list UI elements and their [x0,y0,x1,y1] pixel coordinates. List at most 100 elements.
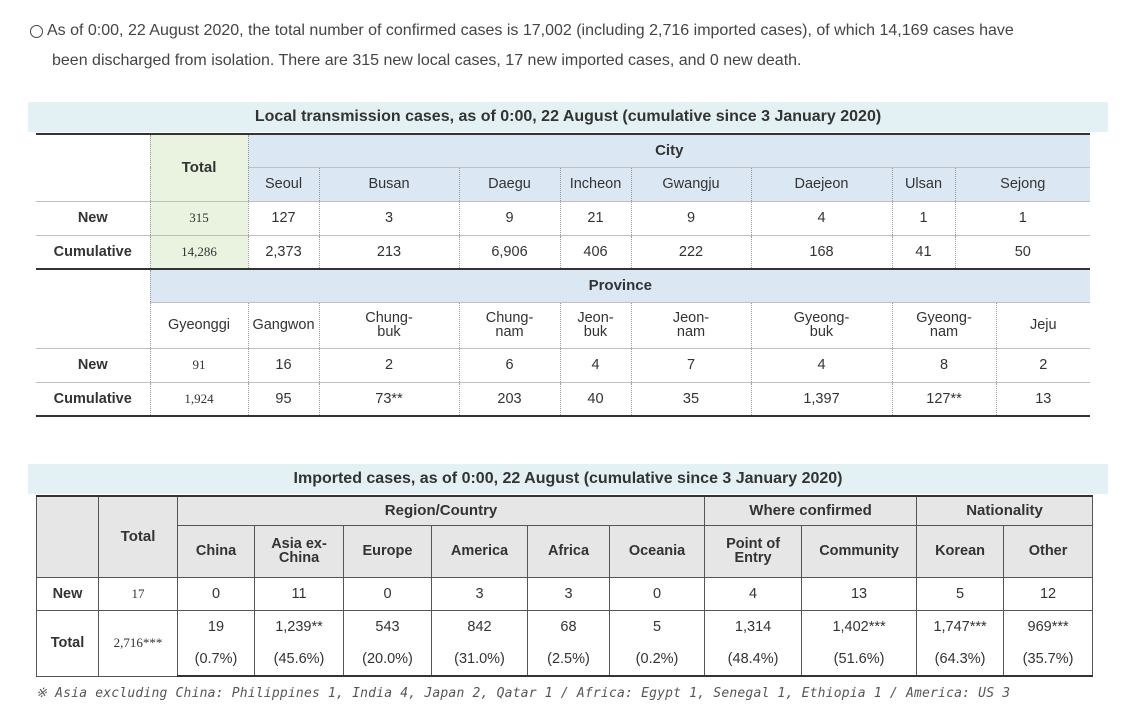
province-names-row: Gyeonggi Gangwon Chung-buk Chung-nam Jeon-bu… [36,302,1091,349]
imported-total-header: Total [98,495,178,578]
header-line-1: Jeon- [577,310,614,326]
local-transmission-table: Total City Seoul Busan Daegu Incheon Gwangju… [36,133,1091,417]
imported-new-value: 0 [343,576,432,611]
header-line-2: Entry [734,550,772,566]
province-new-value: 91 [149,348,248,383]
imported-percent-value: (31.0%) [431,643,528,677]
province-cumulative-value: 1,397 [750,382,892,417]
province-cumulative-row: Cumulative 1,924 95 73** 203 40 35 1,397 127** 13 [36,382,1091,417]
province-new-value: 4 [559,348,631,383]
imported-total-value: 1,402*** [801,609,918,643]
city-name: Sejong [954,167,1091,202]
imported-percent-value: (45.6%) [254,643,344,677]
city-name: Gwangju [630,167,751,202]
city-name: Daejeon [750,167,892,202]
imported-corner-cell [36,495,99,578]
intro-line-1: As of 0:00, 22 August 2020, the total nu… [47,22,1014,39]
header-line-1: Asia ex- [271,536,327,552]
header-line-2: nam [929,324,959,340]
imported-total-row: Total 2,716*** 19 1,239** 543 842 68 5 1,314 1,40… [36,609,1094,677]
province-name: Gyeong-nam [891,302,996,349]
region-country-header: Region/Country [176,495,706,526]
intro-line-2: been discharged from isolation. There ar… [52,52,802,69]
province-cumulative-value: 95 [247,382,319,417]
header-line-1: Point of [726,536,781,552]
local-city-header: City [247,133,1091,168]
province-name: Jeon-nam [630,302,751,349]
imported-percent-value: (0.2%) [608,643,706,677]
local-province-corner [36,269,150,302]
imported-column-name: Africa [527,524,610,578]
imported-column-name: Europe [343,524,432,578]
intro-paragraph: As of 0:00, 22 August 2020, the total nu… [30,16,1110,76]
imported-column-name: Point of Entry [704,524,803,578]
local-corner-cell [36,133,150,202]
header-line-2: buk [583,324,608,340]
imported-total-value: 1,747*** [916,609,1005,643]
header-line-1: Gyeong- [916,310,972,326]
city-new-value: 1 [891,201,955,236]
imported-total-value: 19 [177,609,255,643]
nationality-header: Nationality [916,495,1094,526]
city-name: Ulsan [891,167,955,202]
header-line-2: buk [377,324,401,340]
imported-total-total: 2,716*** [98,609,178,677]
imported-cases-table: Total Region/Country Where confirmed Nat… [36,495,1094,677]
header-line-1: Chung- [485,310,534,326]
imported-percent-value: (48.4%) [704,643,803,677]
imported-total-value: 543 [343,609,432,643]
city-new-value: 127 [247,201,319,236]
imported-total-value: 1,314 [704,609,803,643]
city-cumulative-value: 2,373 [247,235,319,270]
imported-percent-value: (0.7%) [177,643,255,677]
city-new-value: 1 [954,201,1091,236]
imported-column-names-row: China Asia ex- China Europe America Africa Oce… [37,524,1094,578]
city-new-row: New 315 127 3 9 21 9 4 1 1 [36,201,1091,236]
imported-percent-value: (20.0%) [343,643,432,677]
province-name: Chung-buk [318,302,459,349]
province-name: Gangwon [247,302,319,349]
where-confirmed-header: Where confirmed [704,495,918,526]
city-new-value: 21 [559,201,631,236]
province-new-value: 4 [750,348,892,383]
imported-total-value: 5 [608,609,706,643]
imported-column-name: Oceania [608,524,706,578]
province-name: Jeju [995,302,1091,349]
city-name: Busan [318,167,459,202]
province-cumulative-value: 13 [995,382,1091,417]
header-line-2: China [278,550,320,566]
province-name: Chung-nam [458,302,560,349]
local-total-new: 315 [149,201,248,236]
city-cumulative-value: 6,906 [458,235,560,270]
city-cumulative-value: 168 [750,235,892,270]
province-new-value: 16 [247,348,319,383]
province-cumulative-value: 35 [630,382,751,417]
city-cumulative-value: 406 [559,235,631,270]
imported-new-value: 13 [801,576,918,611]
header-line-2: nam [495,324,524,340]
city-cumulative-row: Cumulative 14,286 2,373 213 6,906 406 222 168 41… [36,235,1091,270]
imported-new-value: 0 [608,576,706,611]
imported-row-label-new: New [36,576,99,611]
city-cumulative-value: 50 [954,235,1091,270]
province-corner-cell [36,302,150,349]
imported-percent-value: (35.7%) [1003,643,1094,677]
city-new-value: 9 [630,201,751,236]
province-new-value: 2 [995,348,1091,383]
imported-new-value: 11 [254,576,344,611]
city-cumulative-value: 213 [318,235,459,270]
city-cumulative-value: 41 [891,235,955,270]
imported-column-name: Korean [916,524,1005,578]
imported-total-new: 17 [98,576,178,611]
header-line-1: Chung- [365,310,413,326]
province-cumulative-value: 40 [559,382,631,417]
province-cumulative-value: 127** [891,382,996,417]
row-label-cumulative: Cumulative [36,382,150,417]
imported-column-name: Asia ex- China [254,524,344,578]
city-new-value: 4 [750,201,892,236]
city-name: Seoul [247,167,319,202]
local-province-header: Province [149,269,1091,303]
imported-new-value: 3 [527,576,610,611]
imported-total-value: 842 [431,609,528,643]
imported-new-value: 5 [916,576,1005,611]
